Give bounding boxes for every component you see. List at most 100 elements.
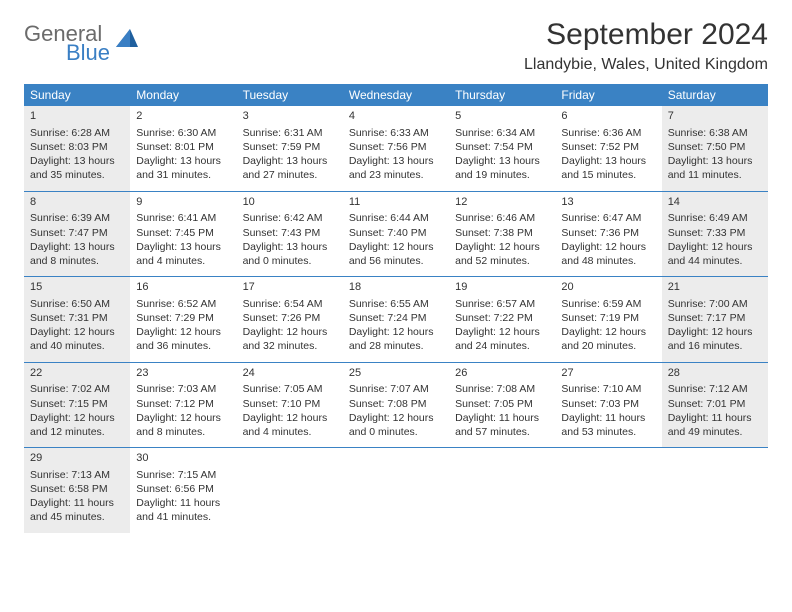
day-cell: 20Sunrise: 6:59 AMSunset: 7:19 PMDayligh…	[555, 277, 661, 362]
day-cell	[662, 448, 768, 533]
day-cell: 27Sunrise: 7:10 AMSunset: 7:03 PMDayligh…	[555, 363, 661, 448]
day-day2: and 19 minutes.	[455, 168, 549, 182]
day-number: 13	[561, 195, 655, 210]
day-cell	[555, 448, 661, 533]
day-day1: Daylight: 12 hours	[30, 325, 124, 339]
day-day2: and 31 minutes.	[136, 168, 230, 182]
day-day1: Daylight: 13 hours	[30, 240, 124, 254]
day-cell: 22Sunrise: 7:02 AMSunset: 7:15 PMDayligh…	[24, 363, 130, 448]
day-sunrise: Sunrise: 6:54 AM	[243, 297, 337, 311]
day-sunset: Sunset: 7:40 PM	[349, 226, 443, 240]
day-sunrise: Sunrise: 7:15 AM	[136, 468, 230, 482]
day-sunset: Sunset: 7:31 PM	[30, 311, 124, 325]
day-header-thursday: Thursday	[449, 84, 555, 106]
day-sunset: Sunset: 7:12 PM	[136, 397, 230, 411]
day-sunset: Sunset: 7:15 PM	[30, 397, 124, 411]
day-cell: 10Sunrise: 6:42 AMSunset: 7:43 PMDayligh…	[237, 192, 343, 277]
day-day1: Daylight: 11 hours	[30, 496, 124, 510]
day-sunset: Sunset: 8:01 PM	[136, 140, 230, 154]
day-day2: and 16 minutes.	[668, 339, 762, 353]
day-sunrise: Sunrise: 6:57 AM	[455, 297, 549, 311]
day-sunrise: Sunrise: 6:55 AM	[349, 297, 443, 311]
day-cell: 4Sunrise: 6:33 AMSunset: 7:56 PMDaylight…	[343, 106, 449, 191]
day-day2: and 4 minutes.	[136, 254, 230, 268]
day-day2: and 32 minutes.	[243, 339, 337, 353]
day-sunrise: Sunrise: 6:49 AM	[668, 211, 762, 225]
header: General Blue September 2024 Llandybie, W…	[24, 18, 768, 74]
title-block: September 2024 Llandybie, Wales, United …	[524, 18, 768, 74]
day-day1: Daylight: 12 hours	[243, 325, 337, 339]
day-sunset: Sunset: 7:54 PM	[455, 140, 549, 154]
day-sunset: Sunset: 7:50 PM	[668, 140, 762, 154]
day-number: 3	[243, 109, 337, 124]
day-sunset: Sunset: 7:01 PM	[668, 397, 762, 411]
day-day2: and 35 minutes.	[30, 168, 124, 182]
logo-text: General Blue	[24, 24, 110, 64]
day-number: 24	[243, 366, 337, 381]
day-day1: Daylight: 11 hours	[561, 411, 655, 425]
day-cell: 28Sunrise: 7:12 AMSunset: 7:01 PMDayligh…	[662, 363, 768, 448]
day-day1: Daylight: 11 hours	[455, 411, 549, 425]
day-sunrise: Sunrise: 6:30 AM	[136, 126, 230, 140]
day-cell: 6Sunrise: 6:36 AMSunset: 7:52 PMDaylight…	[555, 106, 661, 191]
day-cell: 3Sunrise: 6:31 AMSunset: 7:59 PMDaylight…	[237, 106, 343, 191]
day-cell: 21Sunrise: 7:00 AMSunset: 7:17 PMDayligh…	[662, 277, 768, 362]
day-cell: 5Sunrise: 6:34 AMSunset: 7:54 PMDaylight…	[449, 106, 555, 191]
day-day2: and 48 minutes.	[561, 254, 655, 268]
day-headers-row: Sunday Monday Tuesday Wednesday Thursday…	[24, 84, 768, 106]
day-number: 28	[668, 366, 762, 381]
day-number: 19	[455, 280, 549, 295]
day-sunrise: Sunrise: 6:36 AM	[561, 126, 655, 140]
day-sunrise: Sunrise: 7:12 AM	[668, 382, 762, 396]
day-sunset: Sunset: 7:17 PM	[668, 311, 762, 325]
day-sunrise: Sunrise: 6:38 AM	[668, 126, 762, 140]
day-cell: 11Sunrise: 6:44 AMSunset: 7:40 PMDayligh…	[343, 192, 449, 277]
day-day1: Daylight: 13 hours	[561, 154, 655, 168]
day-day1: Daylight: 12 hours	[349, 325, 443, 339]
day-sunrise: Sunrise: 6:46 AM	[455, 211, 549, 225]
day-sunrise: Sunrise: 6:28 AM	[30, 126, 124, 140]
day-sunrise: Sunrise: 6:44 AM	[349, 211, 443, 225]
day-number: 9	[136, 195, 230, 210]
day-day1: Daylight: 11 hours	[136, 496, 230, 510]
day-sunrise: Sunrise: 6:42 AM	[243, 211, 337, 225]
day-number: 14	[668, 195, 762, 210]
day-cell: 12Sunrise: 6:46 AMSunset: 7:38 PMDayligh…	[449, 192, 555, 277]
day-cell: 9Sunrise: 6:41 AMSunset: 7:45 PMDaylight…	[130, 192, 236, 277]
day-sunrise: Sunrise: 7:08 AM	[455, 382, 549, 396]
logo-text-bottom: Blue	[66, 43, 110, 64]
day-cell	[343, 448, 449, 533]
day-day2: and 0 minutes.	[243, 254, 337, 268]
day-number: 15	[30, 280, 124, 295]
week-row: 15Sunrise: 6:50 AMSunset: 7:31 PMDayligh…	[24, 277, 768, 363]
day-sunrise: Sunrise: 7:10 AM	[561, 382, 655, 396]
day-day2: and 57 minutes.	[455, 425, 549, 439]
day-sunset: Sunset: 7:22 PM	[455, 311, 549, 325]
day-sunrise: Sunrise: 7:13 AM	[30, 468, 124, 482]
day-sunset: Sunset: 7:59 PM	[243, 140, 337, 154]
day-number: 18	[349, 280, 443, 295]
day-header-tuesday: Tuesday	[237, 84, 343, 106]
day-sunset: Sunset: 7:38 PM	[455, 226, 549, 240]
day-sunset: Sunset: 7:24 PM	[349, 311, 443, 325]
week-row: 29Sunrise: 7:13 AMSunset: 6:58 PMDayligh…	[24, 448, 768, 533]
day-day1: Daylight: 13 hours	[136, 154, 230, 168]
day-number: 7	[668, 109, 762, 124]
day-number: 23	[136, 366, 230, 381]
day-day2: and 24 minutes.	[455, 339, 549, 353]
day-sunrise: Sunrise: 6:50 AM	[30, 297, 124, 311]
day-day1: Daylight: 13 hours	[243, 240, 337, 254]
day-day2: and 28 minutes.	[349, 339, 443, 353]
day-day2: and 11 minutes.	[668, 168, 762, 182]
day-header-monday: Monday	[130, 84, 236, 106]
day-sunrise: Sunrise: 6:34 AM	[455, 126, 549, 140]
day-sunset: Sunset: 6:58 PM	[30, 482, 124, 496]
day-day1: Daylight: 12 hours	[668, 325, 762, 339]
day-day2: and 12 minutes.	[30, 425, 124, 439]
week-row: 22Sunrise: 7:02 AMSunset: 7:15 PMDayligh…	[24, 363, 768, 449]
day-number: 29	[30, 451, 124, 466]
day-sunset: Sunset: 7:33 PM	[668, 226, 762, 240]
day-header-friday: Friday	[555, 84, 661, 106]
day-cell: 8Sunrise: 6:39 AMSunset: 7:47 PMDaylight…	[24, 192, 130, 277]
day-day1: Daylight: 12 hours	[349, 240, 443, 254]
